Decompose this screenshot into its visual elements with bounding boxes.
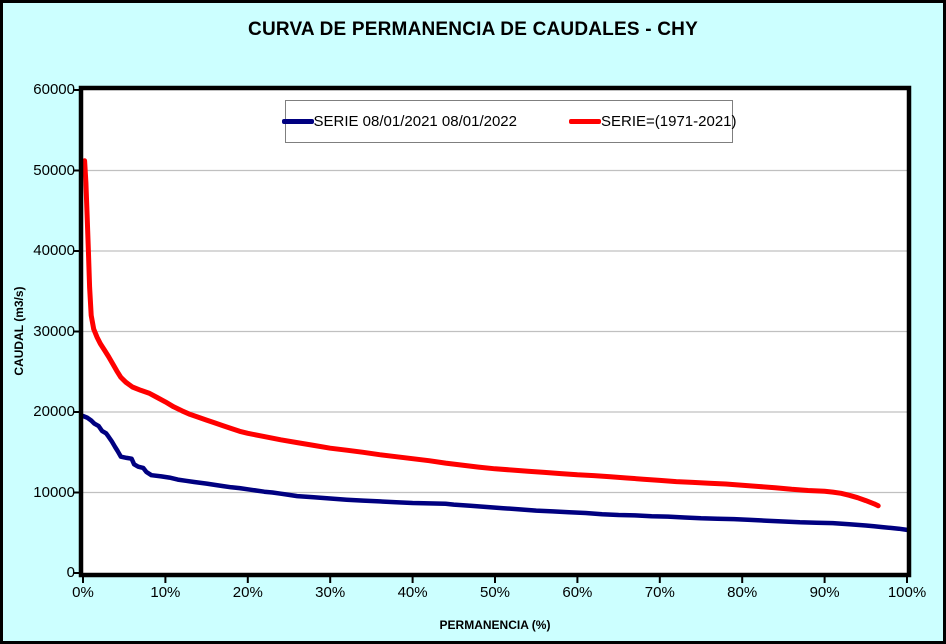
x-tick-label: 60%	[562, 584, 593, 601]
chart-title: CURVA DE PERMANENCIA DE CAUDALES - CHY	[248, 19, 698, 40]
series-line-red	[82, 158, 881, 509]
y-tick-label: 20000	[33, 403, 75, 420]
series-line-blue	[80, 413, 910, 533]
x-tick-label: 10%	[150, 584, 181, 601]
x-tick-label: 30%	[315, 584, 346, 601]
x-tick-label: 20%	[232, 584, 263, 601]
plot-area	[73, 85, 912, 583]
x-tick-label: 40%	[397, 584, 428, 601]
x-axis-title: PERMANENCIA (%)	[439, 618, 551, 632]
y-tick-label: 60000	[33, 81, 75, 98]
legend-item-serie-1971-2021: SERIE=(1971-2021)	[569, 113, 737, 130]
x-tick-label: 80%	[727, 584, 758, 601]
legend-swatch-blue-icon	[281, 119, 314, 124]
x-tick-label: 70%	[644, 584, 675, 601]
y-tick-label: 10000	[33, 483, 75, 501]
y-tick-label: 50000	[33, 161, 75, 179]
x-tick-label: 90%	[809, 584, 840, 601]
plot-border	[78, 85, 912, 578]
x-tick-label: 100%	[887, 584, 927, 601]
legend-box: SERIE 08/01/2021 08/01/2022 SERIE=(1971-…	[281, 100, 737, 143]
legend-label: SERIE 08/01/2021 08/01/2022	[313, 113, 518, 130]
legend-item-serie-2021-2022: SERIE 08/01/2021 08/01/2022	[281, 113, 518, 130]
y-tick-label: 0	[66, 564, 75, 581]
y-tick-label: 30000	[33, 322, 75, 340]
x-tick-label: 50%	[479, 584, 511, 601]
y-tick-label: 40000	[33, 242, 75, 259]
legend-label: SERIE=(1971-2021)	[601, 113, 737, 130]
x-tick-label: 0%	[72, 584, 94, 601]
legend-swatch-red-icon	[569, 119, 601, 124]
